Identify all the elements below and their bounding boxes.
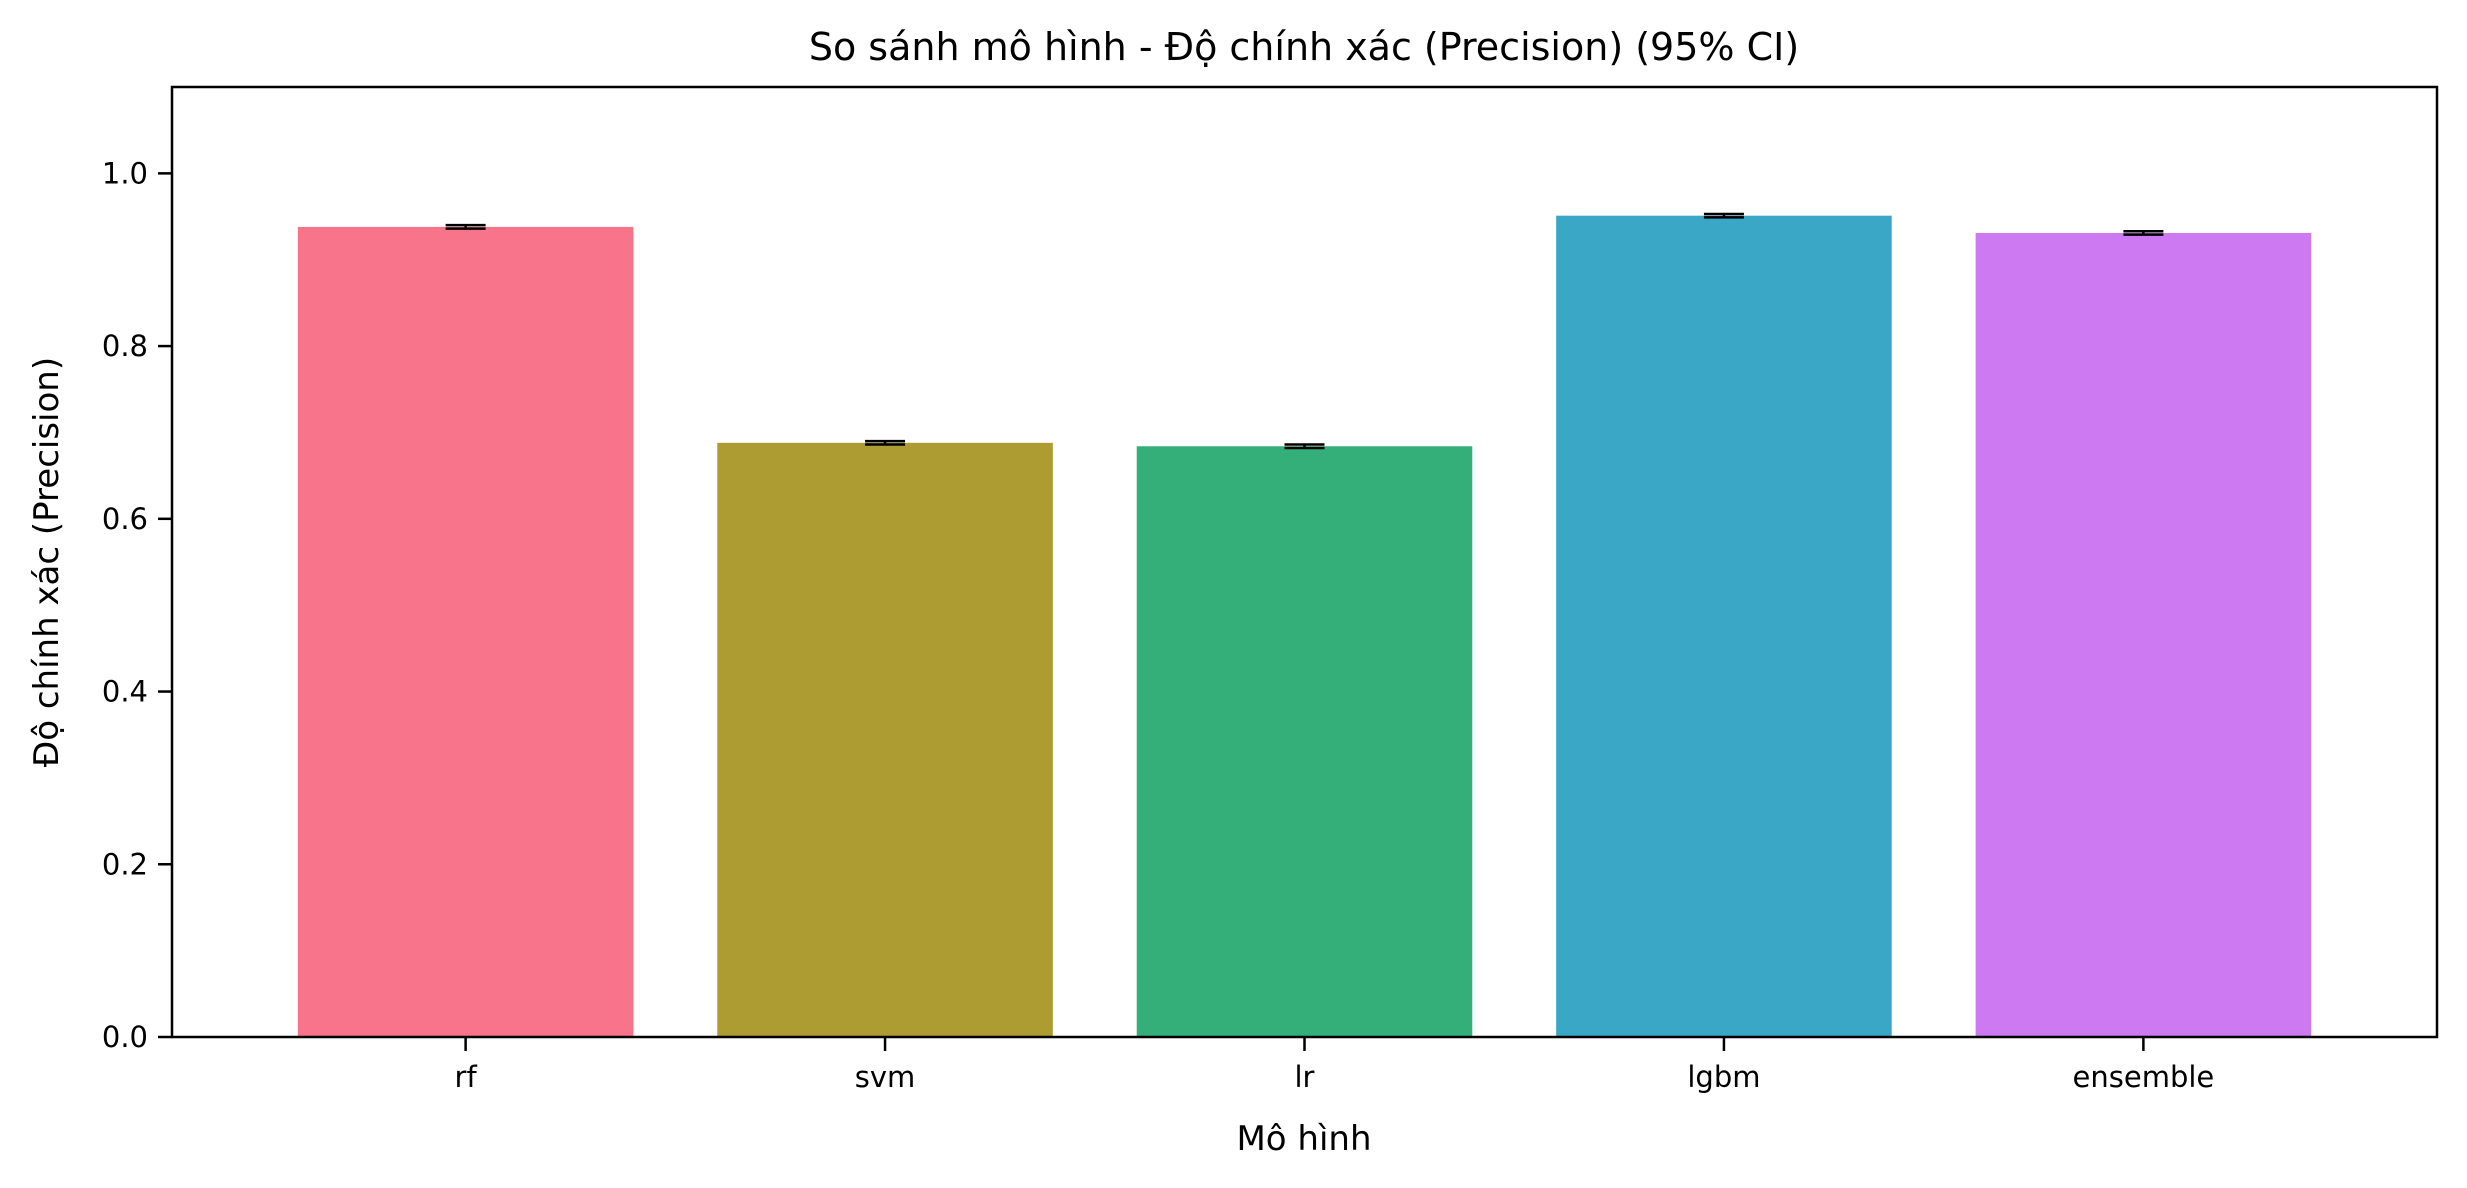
bar-ensemble: [1975, 232, 2312, 1038]
y-tick-label-2: 0.4: [102, 675, 148, 709]
x-axis-title: Mô hình: [1236, 1119, 1371, 1159]
error-bars-group: [445, 212, 2164, 450]
y-tick-label-0: 0.0: [102, 1020, 148, 1054]
chart-title: So sánh mô hình - Độ chính xác (Precisio…: [809, 25, 1799, 69]
x-tick-label-lgbm: lgbm: [1687, 1060, 1760, 1094]
y-tick-label-4: 0.8: [102, 329, 148, 363]
x-axis: rf svm lr lgbm ensemble: [455, 1037, 2215, 1094]
y-axis-title: Độ chính xác (Precision): [27, 357, 67, 767]
bar-rf: [297, 226, 634, 1038]
bar-lgbm: [1556, 215, 1892, 1037]
bar-lr: [1136, 446, 1473, 1038]
y-axis: 0.0 0.2 0.4 0.6 0.8 1.0: [102, 156, 172, 1054]
bar-svm: [717, 442, 1053, 1037]
y-tick-label-3: 0.6: [102, 502, 148, 536]
x-tick-label-rf: rf: [455, 1060, 478, 1094]
y-tick-label-1: 0.2: [102, 847, 148, 881]
y-tick-label-5: 1.0: [102, 156, 148, 190]
bars-group: [297, 215, 2312, 1038]
x-tick-label-lr: lr: [1295, 1060, 1315, 1094]
x-tick-label-svm: svm: [855, 1060, 916, 1094]
x-tick-label-ensemble: ensemble: [2073, 1060, 2215, 1094]
